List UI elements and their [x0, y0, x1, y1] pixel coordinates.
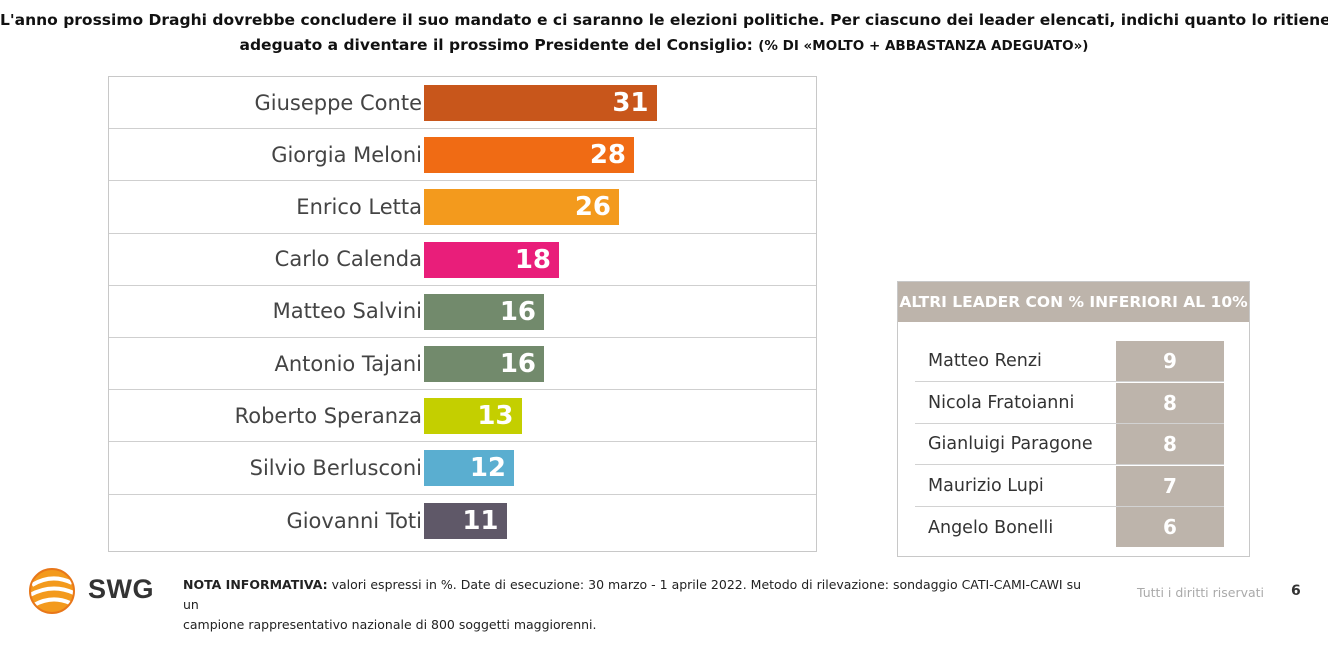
bar: 12 — [424, 450, 514, 487]
other-leader-row: Nicola Fratoianni 8 — [915, 382, 1224, 424]
other-leader-name: Angelo Bonelli — [928, 517, 1054, 538]
swg-logo-text: SWG — [88, 574, 154, 604]
bar-value-label: 18 — [514, 244, 551, 275]
chart-row: Giovanni Toti 11 — [109, 495, 816, 547]
bar: 28 — [424, 137, 634, 174]
other-leaders-header: ALTRI LEADER CON % INFERIORI AL 10% — [898, 282, 1249, 322]
category-label: Carlo Calenda — [274, 247, 422, 272]
chart-row: Matteo Salvini 16 — [109, 286, 816, 338]
category-label: Matteo Salvini — [272, 299, 422, 324]
bar: 18 — [424, 241, 559, 278]
category-label: Giuseppe Conte — [254, 90, 422, 115]
title-line-2: adeguato a diventare il prossimo Preside… — [0, 33, 1328, 59]
page-number: 6 — [1291, 583, 1301, 599]
chart-row: Silvio Berlusconi 12 — [109, 442, 816, 495]
bar-value-label: 26 — [574, 192, 611, 223]
other-leader-value: 9 — [1116, 341, 1224, 381]
category-label: Antonio Tajani — [274, 351, 423, 376]
category-label: Enrico Letta — [296, 194, 422, 219]
chart-row: Carlo Calenda 18 — [109, 234, 816, 286]
title-line-1: L'anno prossimo Draghi dovrebbe conclude… — [0, 11, 1328, 29]
bar-value-label: 16 — [499, 296, 536, 327]
other-leader-row: Angelo Bonelli 6 — [915, 507, 1224, 548]
chart-row: Antonio Tajani 16 — [109, 338, 816, 391]
other-leader-name: Gianluigi Paragone — [928, 434, 1093, 454]
title-line-2-text: adeguato a diventare il prossimo Preside… — [239, 36, 753, 54]
other-leader-value: 7 — [1116, 465, 1224, 506]
footnote-text-2: campione rappresentativo nazionale di 80… — [183, 617, 597, 632]
category-label: Giovanni Toti — [286, 508, 422, 533]
bar-value-label: 12 — [469, 453, 506, 484]
page-title: L'anno prossimo Draghi dovrebbe conclude… — [0, 8, 1328, 59]
bar-value-label: 28 — [589, 140, 626, 171]
other-leader-name: Matteo Renzi — [928, 351, 1042, 371]
other-leader-name: Nicola Fratoianni — [928, 392, 1075, 413]
category-label: Silvio Berlusconi — [249, 455, 422, 480]
chart-row: Giuseppe Conte 31 — [109, 77, 816, 130]
bar: 13 — [424, 398, 522, 435]
other-leaders-panel: ALTRI LEADER CON % INFERIORI AL 10% Matt… — [897, 281, 1250, 557]
category-label: Roberto Speranza — [234, 403, 422, 428]
other-leader-row: Gianluigi Paragone 8 — [915, 424, 1224, 465]
bar: 26 — [424, 189, 619, 226]
other-leader-row: Maurizio Lupi 7 — [915, 465, 1224, 507]
chart-row: Enrico Letta 26 — [109, 181, 816, 234]
category-label: Giorgia Meloni — [271, 142, 422, 167]
other-leader-value: 8 — [1116, 424, 1224, 464]
bar: 16 — [424, 346, 544, 383]
bar: 16 — [424, 293, 544, 330]
chart-row: Roberto Speranza 13 — [109, 390, 816, 443]
bar-value-label: 16 — [499, 349, 536, 380]
bar-value-label: 13 — [477, 401, 514, 432]
footnote-text: valori espressi in %. Date di esecuzione… — [183, 577, 1082, 612]
footnote-label: NOTA INFORMATIVA: — [183, 577, 328, 592]
other-leader-name: Maurizio Lupi — [928, 475, 1044, 496]
footnote: NOTA INFORMATIVA: valori espressi in %. … — [183, 575, 1083, 635]
bar-value-label: 31 — [612, 88, 649, 119]
swg-logo-icon — [29, 568, 75, 614]
rights-text: Tutti i diritti riservati — [1137, 585, 1265, 600]
bar: 11 — [424, 502, 507, 539]
bar-chart: Giuseppe Conte 31 Giorgia Meloni 28 Enrico L… — [108, 76, 817, 552]
bar-value-label: 11 — [462, 505, 499, 536]
other-leader-value: 6 — [1116, 507, 1224, 547]
other-leader-value: 8 — [1116, 382, 1224, 423]
title-note: (% DI «MOLTO + ABBASTANZA ADEGUATO») — [758, 38, 1089, 54]
bar: 31 — [424, 85, 657, 122]
chart-row: Giorgia Meloni 28 — [109, 129, 816, 182]
other-leader-row: Matteo Renzi 9 — [915, 341, 1224, 382]
